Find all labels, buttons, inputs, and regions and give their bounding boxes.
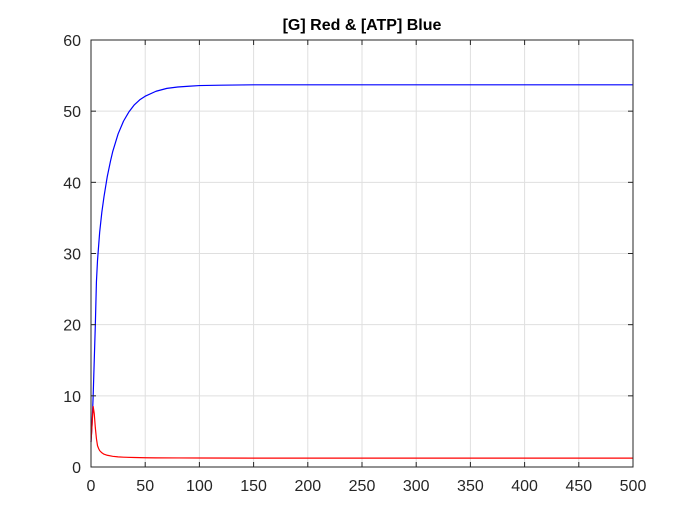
y-tick-label: 30 (63, 247, 81, 264)
ticks: 0 50 100 150 200 250 300 350 400 450 500 0 10 20 30 40 5… (63, 33, 646, 495)
y-tick-label: 10 (63, 389, 81, 406)
x-tick-label: 350 (457, 478, 484, 495)
series-line-red (90, 405, 633, 459)
x-tick-label: 450 (565, 478, 592, 495)
x-tick-label: 0 (87, 478, 96, 495)
x-tick-label: 400 (511, 478, 538, 495)
y-tick-label: 20 (63, 318, 81, 335)
y-tick-label: 60 (63, 33, 81, 50)
x-tick-label: 200 (294, 478, 321, 495)
x-tick-label: 500 (620, 478, 647, 495)
y-tick-label: 40 (63, 175, 81, 192)
x-tick-label: 100 (186, 478, 213, 495)
chart-title: [G] Red & [ATP] Blue (283, 17, 442, 34)
x-tick-label: 250 (349, 478, 376, 495)
series-line-blue (90, 84, 633, 443)
series-group (90, 84, 633, 459)
x-tick-label: 150 (240, 478, 267, 495)
y-tick-label: 50 (63, 104, 81, 121)
x-tick-label: 300 (403, 478, 430, 495)
y-tick-label: 0 (72, 460, 81, 477)
x-tick-label: 50 (136, 478, 154, 495)
